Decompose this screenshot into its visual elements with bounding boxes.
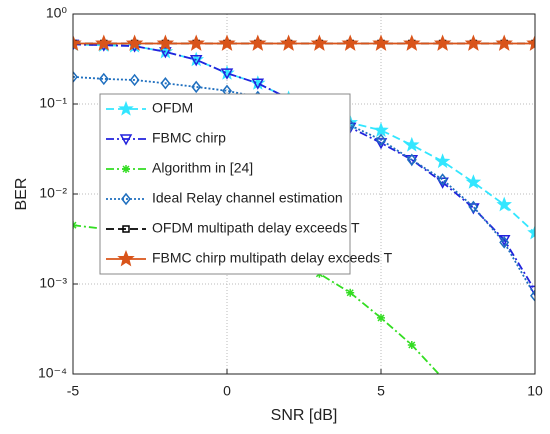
- plot-frame: [72, 13, 536, 375]
- marker: [73, 70, 78, 84]
- marker: [191, 80, 202, 94]
- legend-marker: [121, 192, 131, 206]
- marker: [377, 313, 385, 322]
- marker: [187, 34, 205, 51]
- marker: [468, 200, 479, 214]
- marker: [437, 173, 448, 186]
- legend-label: OFDM multipath delay exceeds T: [152, 220, 360, 236]
- marker: [496, 196, 512, 212]
- marker: [341, 34, 359, 51]
- marker: [159, 47, 172, 59]
- marker: [526, 34, 535, 51]
- x-tick-label: 10: [527, 383, 543, 399]
- marker: [279, 34, 298, 51]
- marker: [434, 153, 451, 169]
- x-tick-label: 5: [377, 383, 385, 399]
- y-tick-label: 10⁻²: [39, 185, 67, 201]
- marker: [125, 34, 144, 51]
- marker: [495, 34, 513, 51]
- marker: [407, 341, 416, 349]
- legend-label: Ideal Relay channel estimation: [152, 190, 343, 206]
- legend-label: FBMC chirp multipath delay exceeds T: [152, 250, 393, 266]
- marker: [406, 153, 417, 166]
- marker: [220, 68, 234, 80]
- legend-marker: [117, 249, 135, 267]
- marker: [189, 55, 203, 67]
- marker: [499, 236, 510, 249]
- legend-marker: [118, 100, 134, 116]
- y-tick-label: 10⁻⁴: [38, 365, 67, 381]
- marker: [249, 34, 267, 51]
- x-tick-label: 0: [223, 383, 231, 399]
- marker: [373, 122, 389, 137]
- legend-label: FBMC chirp: [152, 130, 226, 146]
- marker: [372, 34, 390, 51]
- marker: [310, 34, 329, 51]
- marker: [129, 73, 140, 87]
- x-axis-label: SNR [dB]: [271, 407, 338, 424]
- legend-label: Algorithm in [24]: [152, 160, 253, 176]
- marker: [404, 136, 420, 152]
- marker: [346, 288, 355, 297]
- marker: [464, 34, 483, 51]
- marker: [528, 285, 535, 297]
- marker: [251, 78, 265, 90]
- legend-marker: [119, 134, 133, 146]
- marker: [439, 374, 447, 382]
- y-axis-label: BER: [13, 178, 30, 211]
- legend-marker: [122, 165, 130, 173]
- marker: [530, 289, 535, 302]
- marker: [95, 34, 113, 51]
- marker: [156, 34, 175, 51]
- marker: [98, 72, 109, 86]
- legend-box: [99, 93, 351, 275]
- marker: [403, 34, 421, 51]
- y-tick-label: 10⁻³: [39, 275, 67, 291]
- y-tick-label: 10⁰: [46, 5, 68, 21]
- marker: [160, 77, 171, 90]
- marker: [218, 34, 236, 51]
- marker: [465, 174, 482, 189]
- y-tick-label: 10⁻¹: [39, 95, 67, 111]
- marker: [433, 34, 452, 51]
- legend-marker: [122, 225, 130, 233]
- marker: [527, 224, 535, 240]
- legend-label: OFDM: [152, 100, 193, 116]
- x-tick-label: -5: [67, 383, 80, 399]
- marker: [73, 34, 82, 51]
- marker: [376, 133, 386, 147]
- marker: [436, 177, 449, 189]
